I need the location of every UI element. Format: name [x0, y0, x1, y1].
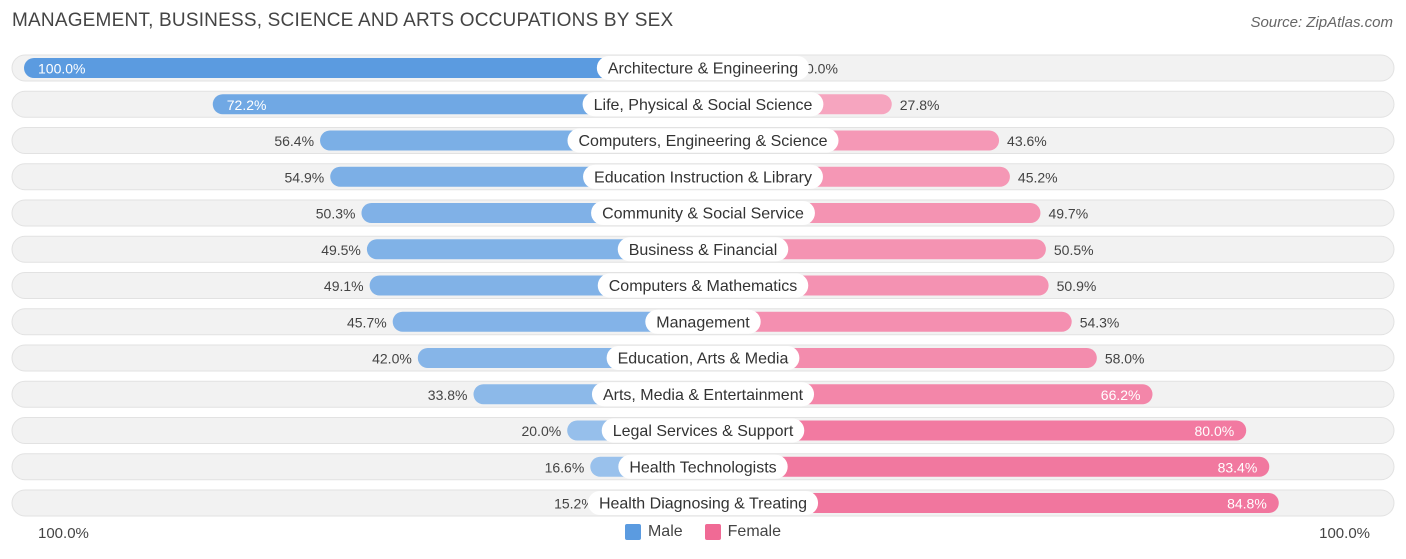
value-label-male: 33.8% — [428, 387, 468, 403]
value-label-female: 84.8% — [1227, 496, 1267, 512]
legend-swatch-female — [704, 524, 721, 540]
category-label-bg — [582, 92, 824, 117]
legend-label-male: Male — [647, 523, 683, 540]
value-label-female: 0.0% — [806, 61, 838, 77]
category-label-bg — [617, 237, 789, 262]
category-label: Life, Physical & Social Science — [594, 97, 813, 114]
legend-swatch-male — [624, 524, 641, 540]
value-label-male: 50.3% — [316, 206, 356, 222]
category-label: Legal Services & Support — [613, 423, 794, 440]
bar-female — [703, 348, 1097, 368]
category-label: Computers & Mathematics — [609, 278, 798, 295]
chart-title: MANAGEMENT, BUSINESS, SCIENCE AND ARTS O… — [12, 10, 674, 31]
category-label: Community & Social Service — [602, 206, 804, 223]
value-label-female: 54.3% — [1080, 314, 1120, 330]
category-label: Education Instruction & Library — [594, 169, 812, 186]
value-label-male: 42.0% — [372, 351, 412, 367]
legend: Male Female — [0, 523, 1406, 541]
category-label-bg — [618, 454, 788, 479]
value-label-female: 83.4% — [1218, 459, 1258, 475]
value-label-female: 49.7% — [1048, 206, 1088, 222]
category-label: Management — [656, 314, 750, 331]
legend-item-female: Female — [704, 523, 782, 541]
legend-item-male: Male — [624, 523, 683, 541]
value-label-male: 54.9% — [285, 169, 325, 185]
bar-female — [703, 384, 1153, 405]
legend-label-female: Female — [727, 523, 782, 540]
category-label: Computers, Engineering & Science — [578, 133, 827, 150]
value-label-male: 16.6% — [545, 459, 585, 475]
value-label-female: 43.6% — [1007, 133, 1047, 149]
category-label: Arts, Media & Entertainment — [603, 387, 804, 404]
category-label-bg — [591, 382, 815, 407]
category-label-bg — [601, 418, 805, 443]
axis-right-label: 100.0% — [1319, 525, 1370, 542]
category-label-bg — [567, 128, 839, 153]
bar-female — [703, 456, 1270, 477]
value-label-female: 58.0% — [1105, 351, 1145, 367]
value-label-female: 80.0% — [1194, 423, 1234, 439]
category-label: Education, Arts & Media — [618, 351, 789, 368]
value-label-male: 49.1% — [324, 278, 364, 294]
category-label: Health Technologists — [629, 459, 776, 476]
category-label: Business & Financial — [629, 242, 778, 259]
category-label-bg — [645, 309, 761, 334]
value-label-female: 27.8% — [900, 97, 940, 113]
value-label-male: 45.7% — [347, 314, 387, 330]
category-label-bg — [591, 201, 815, 225]
bar-female — [703, 311, 1072, 332]
value-label-female: 66.2% — [1101, 387, 1141, 403]
value-label-male: 15.2% — [554, 496, 594, 512]
bar-female — [703, 493, 1279, 513]
value-label-male: 20.0% — [521, 423, 561, 439]
bar-female — [703, 420, 1247, 441]
value-label-female: 45.2% — [1018, 169, 1058, 185]
value-label-female: 50.9% — [1057, 278, 1097, 294]
bar-male — [212, 94, 703, 115]
category-label: Health Diagnosing & Treating — [599, 496, 807, 513]
value-label-male: 56.4% — [274, 133, 314, 149]
source-credit: Source: ZipAtlas.com — [1250, 14, 1393, 31]
value-label-female: 50.5% — [1054, 242, 1094, 258]
axis-left-label: 100.0% — [38, 525, 89, 542]
category-label-bg — [606, 346, 800, 370]
bar-male — [24, 58, 703, 78]
bar-female — [703, 239, 1046, 260]
category-label-bg — [596, 56, 810, 80]
value-label-male: 100.0% — [38, 61, 85, 77]
value-label-male: 49.5% — [321, 242, 361, 258]
bar-male — [392, 311, 703, 332]
category-label-bg — [587, 491, 819, 515]
value-label-male: 72.2% — [227, 97, 267, 113]
category-label: Architecture & Engineering — [608, 61, 798, 78]
category-label-bg — [597, 273, 809, 298]
category-label-bg — [583, 164, 823, 189]
